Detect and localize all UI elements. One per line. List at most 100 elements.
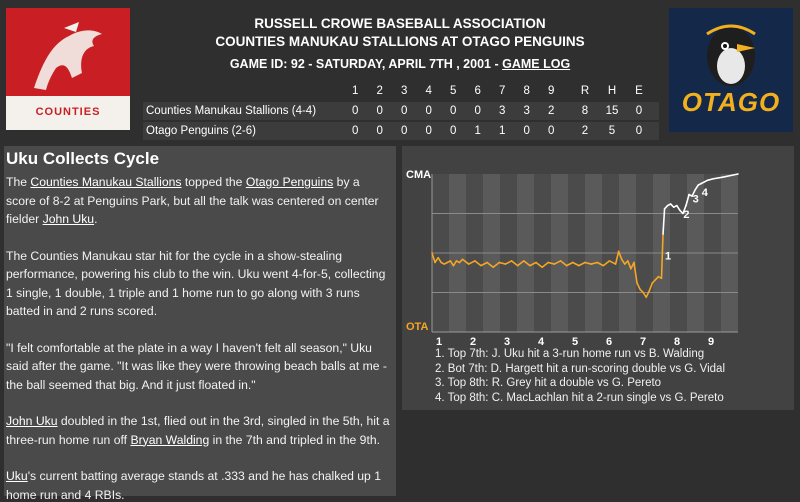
key-plays-list: 1. Top 7th: J. Uku hit a 3-run home run …	[435, 347, 785, 405]
inning-score: 3	[523, 105, 530, 117]
inning-header: 2	[376, 85, 383, 97]
home-team-logo-counties[interactable]: COUNTIES	[6, 8, 130, 130]
game-meta: GAME ID: 92 - SATURDAY, APRIL 7TH , 2001…	[140, 57, 660, 71]
inning-score: 1	[474, 125, 481, 137]
inning-tick-label: 8	[674, 336, 680, 348]
team-link[interactable]: Counties Manukau Stallions	[30, 175, 182, 189]
win-probability-segment	[648, 282, 654, 292]
story-paragraph: Uku's current batting average stands at …	[6, 467, 392, 502]
win-probability-segment	[486, 261, 494, 269]
inning-header: 4	[425, 85, 432, 97]
win-probability-segment	[523, 260, 531, 267]
win-probability-segment	[553, 260, 562, 265]
win-probability-segment	[437, 256, 442, 264]
inning-score: 0	[376, 125, 383, 137]
win-probability-segment	[467, 260, 476, 265]
win-probability-segment	[498, 261, 507, 265]
win-probability-segment	[547, 261, 556, 265]
key-play-item: 4. Top 8th: C. MacLachlan hit a 2-run si…	[435, 391, 724, 404]
inning-header: 9	[548, 85, 555, 97]
win-probability-segment	[510, 260, 519, 267]
key-play-item: 3. Top 8th: R. Grey hit a double vs G. P…	[435, 377, 662, 389]
player-link[interactable]: John Uku	[6, 414, 58, 428]
linescore-row-home: Otago Penguins (2-6) 0 0 0 0 0 1 1 0 0 2…	[143, 122, 659, 140]
inning-tick-label: 5	[572, 336, 578, 348]
inning-score: 0	[425, 125, 432, 137]
win-probability-segment	[721, 173, 739, 178]
inning-tick-label: 3	[504, 336, 510, 348]
runs-header: R	[580, 85, 590, 97]
win-probability-segment	[559, 260, 568, 267]
story-text: The	[6, 175, 31, 189]
inning-header: 8	[523, 85, 530, 97]
inning-header: 3	[401, 85, 408, 97]
hits-total: 15	[605, 105, 619, 117]
win-probability-segment	[535, 261, 543, 269]
story-paragraph: The Counties Manukau Stallions topped th…	[6, 173, 392, 229]
inning-score: 0	[401, 105, 408, 117]
win-probability-segment	[636, 282, 641, 291]
inning-score: 3	[499, 105, 506, 117]
win-probability-segment	[431, 252, 436, 264]
win-probability-segment	[682, 204, 687, 215]
runs-total: 2	[581, 125, 589, 137]
win-probability-segment	[504, 260, 513, 265]
inning-score: 0	[352, 125, 359, 137]
win-probability-segment	[565, 261, 574, 267]
inning-tick-label: 9	[708, 336, 714, 348]
win-probability-segment	[449, 260, 455, 267]
penguin-icon	[706, 24, 756, 86]
inning-tick-label: 6	[606, 336, 612, 348]
game-log-link[interactable]: GAME LOG	[502, 57, 571, 71]
win-probability-segment	[602, 260, 611, 267]
top-team-label: CMA	[406, 169, 431, 181]
win-probability-segment	[620, 258, 626, 265]
inning-score: 0	[450, 105, 457, 117]
inning-header: 7	[499, 85, 506, 97]
story-text: in the 7th and tripled in the 9th.	[209, 432, 380, 447]
inning-header: 6	[474, 85, 481, 97]
story-text: doubled in the 1st, flied out in the 3rd…	[6, 414, 390, 447]
away-team-logo-otago[interactable]: OTAGO	[669, 8, 793, 132]
win-probability-segment	[633, 261, 638, 284]
win-probability-segment	[584, 261, 592, 265]
win-probability-segment	[685, 193, 690, 207]
win-probability-segment	[452, 260, 458, 267]
win-probability-segment	[675, 204, 681, 212]
win-probability-segment	[627, 260, 632, 270]
team-name-link[interactable]: Counties Manukau Stallions (4-4)	[146, 105, 317, 117]
win-probability-segment	[474, 260, 482, 267]
inning-score: 0	[376, 105, 383, 117]
win-probability-segment	[541, 261, 550, 269]
win-probability-segment	[578, 261, 586, 267]
win-probability-segment	[614, 250, 620, 265]
association-title: RUSSELL CROWE BASEBALL ASSOCIATION	[254, 16, 546, 31]
win-probability-segment	[660, 233, 664, 280]
story-text: topped the	[181, 175, 246, 189]
runs-total: 8	[581, 105, 589, 117]
inning-score: 0	[450, 125, 457, 137]
win-probability-segment	[706, 177, 715, 182]
inning-tick-label: 7	[640, 336, 646, 348]
errors-total: 0	[635, 105, 643, 117]
inning-score: 0	[523, 125, 530, 137]
inning-score: 1	[499, 125, 506, 137]
key-play-marker: 3	[693, 193, 699, 205]
win-probability-segment	[642, 291, 647, 299]
hits-total: 5	[608, 125, 616, 137]
player-link[interactable]: Bryan Walding	[130, 432, 210, 447]
win-probability-segment	[480, 261, 488, 267]
key-play-marker: 1	[665, 250, 671, 262]
linescore-header-row: 1 2 3 4 5 6 7 8 9 R H E	[143, 82, 659, 100]
win-probability-segment	[529, 261, 537, 267]
hits-header: H	[607, 85, 617, 97]
win-probability-segment	[662, 207, 666, 235]
team-link[interactable]: Otago Penguins	[245, 175, 334, 189]
team-name-link[interactable]: Otago Penguins (2-6)	[146, 125, 256, 137]
logo-left-text: COUNTIES	[35, 106, 101, 118]
player-link[interactable]: Uku	[6, 469, 28, 483]
player-link[interactable]: John Uku	[42, 212, 95, 226]
errors-header: E	[635, 85, 643, 97]
story-body: The Counties Manukau Stallions topped th…	[6, 173, 392, 502]
